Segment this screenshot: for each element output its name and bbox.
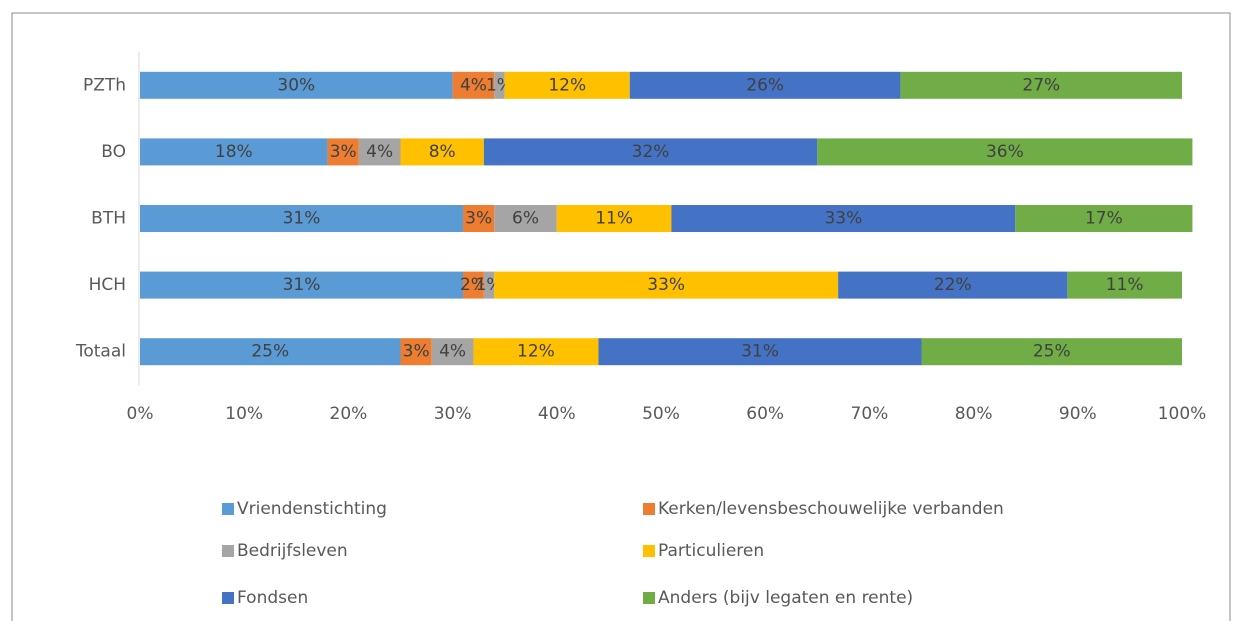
value-label: 4% bbox=[439, 342, 466, 362]
value-label: 12% bbox=[517, 342, 555, 362]
x-tick-label: 100% bbox=[1158, 404, 1207, 424]
bar-segment bbox=[400, 138, 484, 166]
y-tick-label: Totaal bbox=[75, 342, 126, 362]
value-label: 3% bbox=[465, 209, 492, 229]
legend-swatch bbox=[643, 592, 655, 604]
legend-label: Kerken/levensbeschouwelijke verbanden bbox=[658, 499, 1004, 519]
value-label: 31% bbox=[283, 209, 321, 229]
value-label: 36% bbox=[986, 142, 1024, 162]
value-label: 31% bbox=[741, 342, 779, 362]
y-tick-label: PZTh bbox=[83, 75, 126, 95]
bar-segment bbox=[494, 205, 557, 232]
value-label: 30% bbox=[277, 75, 315, 95]
bar-segment bbox=[140, 138, 328, 166]
legend-swatch bbox=[222, 545, 234, 557]
value-label: 33% bbox=[824, 209, 862, 229]
bar-segment bbox=[671, 205, 1016, 232]
legend-swatch bbox=[643, 503, 655, 515]
bar-segment bbox=[838, 271, 1068, 299]
value-label: 27% bbox=[1022, 75, 1060, 95]
legend-label: Fondsen bbox=[237, 588, 308, 608]
bar-segment bbox=[483, 271, 495, 299]
value-label: 33% bbox=[647, 275, 685, 295]
x-tick-label: 30% bbox=[434, 404, 472, 424]
legend-label: Anders (bijv legaten en rente) bbox=[658, 588, 913, 608]
value-label: 11% bbox=[1106, 275, 1144, 295]
legend-swatch bbox=[222, 503, 234, 515]
x-tick-label: 20% bbox=[330, 404, 368, 424]
x-tick-label: 0% bbox=[127, 404, 154, 424]
bar-segment bbox=[1067, 271, 1182, 299]
y-tick-label: BTH bbox=[91, 209, 126, 229]
bar-segment bbox=[463, 271, 484, 299]
bar-segment bbox=[494, 71, 505, 99]
value-label: 32% bbox=[632, 142, 670, 162]
bar-segment bbox=[817, 138, 1193, 166]
legend-label: Bedrijfsleven bbox=[237, 541, 348, 561]
x-tick-label: 90% bbox=[1059, 404, 1097, 424]
value-label: 31% bbox=[283, 275, 321, 295]
bar-segment bbox=[140, 205, 464, 232]
x-tick-label: 70% bbox=[851, 404, 889, 424]
value-label: 26% bbox=[746, 75, 784, 95]
bar-segment bbox=[452, 71, 495, 99]
legend-swatch bbox=[643, 545, 655, 557]
bar-segment bbox=[140, 71, 453, 99]
value-label: 17% bbox=[1085, 209, 1123, 229]
value-label: 4% bbox=[366, 142, 393, 162]
y-tick-label: HCH bbox=[89, 275, 126, 295]
y-tick-label: BO bbox=[101, 142, 126, 162]
value-label: 11% bbox=[595, 209, 633, 229]
value-label: 25% bbox=[1033, 342, 1071, 362]
value-label: 6% bbox=[512, 209, 539, 229]
bar-segment bbox=[431, 338, 474, 366]
value-label: 4% bbox=[460, 75, 487, 95]
bar-segment bbox=[400, 338, 432, 366]
bar-segment bbox=[556, 205, 672, 232]
value-label: 22% bbox=[934, 275, 972, 295]
bar-segment bbox=[358, 138, 401, 166]
x-tick-label: 10% bbox=[225, 404, 263, 424]
bar-segment bbox=[629, 71, 901, 99]
bar-segment bbox=[1015, 205, 1193, 232]
bar-segment bbox=[483, 138, 818, 166]
value-label: 8% bbox=[429, 142, 456, 162]
bar-segment bbox=[598, 338, 922, 366]
bar-segment bbox=[473, 338, 599, 366]
x-tick-label: 40% bbox=[538, 404, 576, 424]
value-label: 3% bbox=[330, 142, 357, 162]
legend-label: Vriendenstichting bbox=[237, 499, 387, 519]
bar-segment bbox=[463, 205, 495, 232]
legend-swatch bbox=[222, 592, 234, 604]
legend-label: Particulieren bbox=[658, 541, 764, 561]
value-label: 12% bbox=[548, 75, 586, 95]
x-tick-label: 80% bbox=[955, 404, 993, 424]
bar-segment bbox=[140, 338, 401, 366]
x-tick-label: 60% bbox=[746, 404, 784, 424]
value-label: 2% bbox=[460, 275, 487, 295]
bar-segment bbox=[327, 138, 359, 166]
bar-segment bbox=[900, 71, 1182, 99]
value-label: 18% bbox=[215, 142, 253, 162]
value-label: 3% bbox=[403, 342, 430, 362]
bar-segment bbox=[494, 271, 839, 299]
bar-segment bbox=[140, 271, 464, 299]
chart-frame bbox=[11, 12, 1231, 625]
value-label: 25% bbox=[251, 342, 289, 362]
bar-segment bbox=[504, 71, 630, 99]
x-tick-label: 50% bbox=[642, 404, 680, 424]
bar-segment bbox=[921, 338, 1182, 366]
